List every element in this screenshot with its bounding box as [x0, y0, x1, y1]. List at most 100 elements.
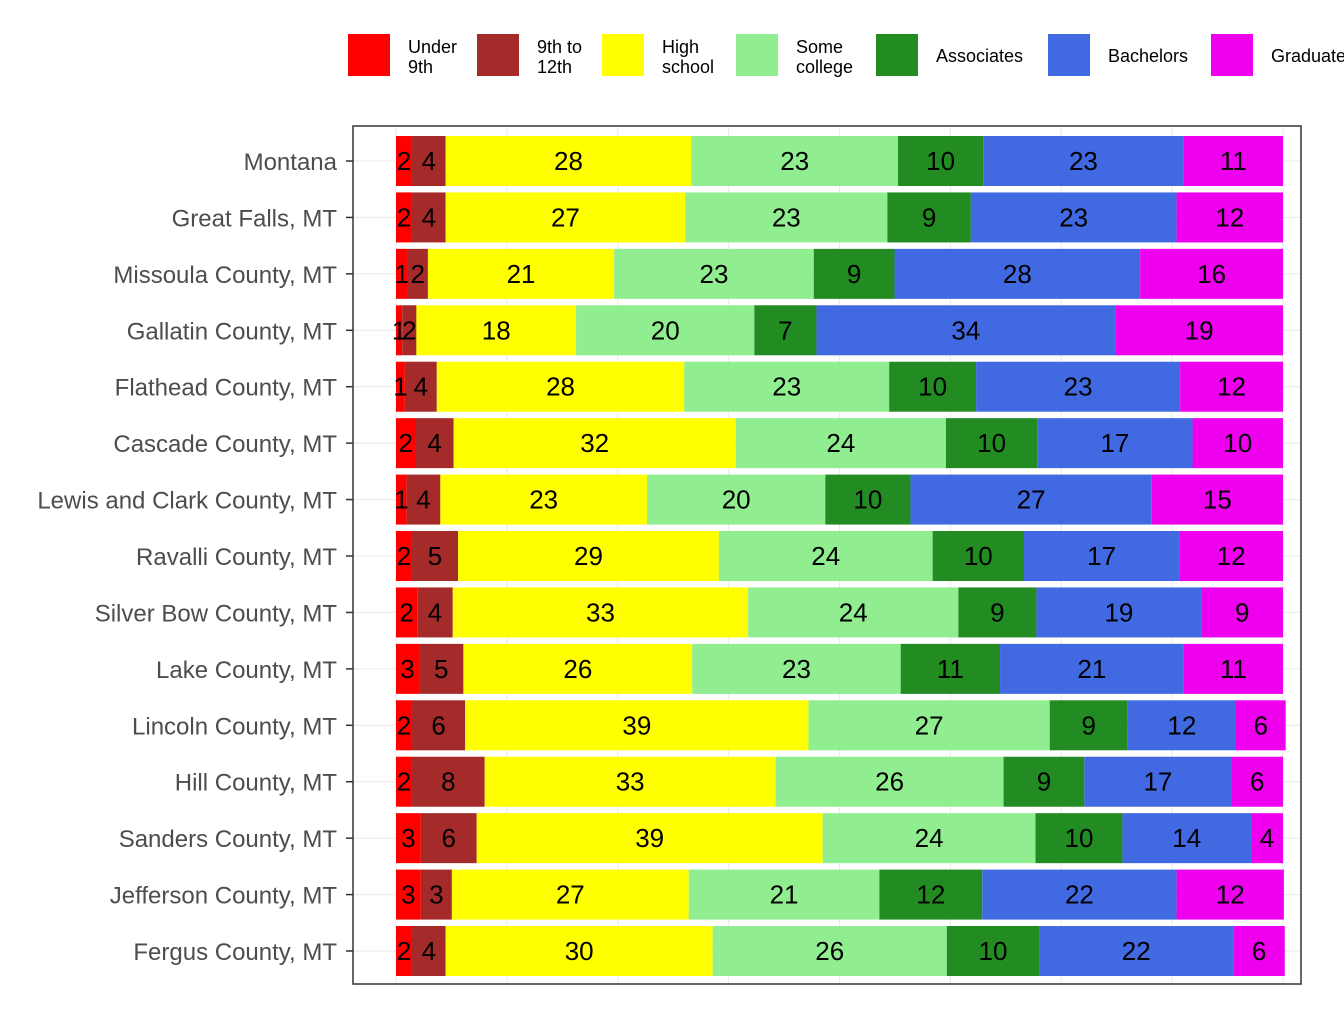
legend-label: Some — [796, 37, 843, 57]
bar-great-falls-mt-bachelors — [970, 192, 1177, 243]
bar-value-label: 2 — [410, 259, 424, 289]
bar-hill-county-mt-9th-to-12th — [411, 756, 485, 807]
bar-cascade-county-mt-bachelors — [1037, 418, 1193, 469]
plot-panel-border — [352, 125, 1302, 985]
bar-value-label: 10 — [1065, 823, 1094, 853]
legend-label: 12th — [537, 57, 572, 77]
legend-label: 9th to — [537, 37, 582, 57]
legend-item-bachelors: Bachelors — [1048, 34, 1188, 76]
bar-silver-bow-county-mt-associates — [958, 587, 1037, 638]
bar-jefferson-county-mt-under-9th — [396, 869, 421, 920]
bar-value-label: 1 — [392, 315, 406, 345]
bar-value-label: 4 — [1260, 823, 1274, 853]
bar-lincoln-county-mt-associates — [1049, 700, 1128, 751]
bar-value-label: 26 — [563, 654, 592, 684]
bar-value-label: 6 — [1252, 936, 1266, 966]
bar-value-label: 32 — [580, 428, 609, 458]
bar-value-label: 2 — [399, 428, 413, 458]
bar-flathead-county-mt-high-school — [436, 361, 685, 412]
bar-value-label: 28 — [546, 372, 575, 402]
bar-value-label: 7 — [778, 315, 792, 345]
bar-value-label: 16 — [1197, 259, 1226, 289]
bar-value-label: 23 — [1059, 202, 1088, 232]
legend-item-graduate: Graduate — [1211, 34, 1344, 76]
bar-value-label: 4 — [422, 146, 436, 176]
bar-value-label: 1 — [395, 259, 409, 289]
bar-ravalli-county-mt-graduate — [1179, 531, 1283, 582]
bar-gallatin-county-mt-graduate — [1115, 305, 1283, 356]
bar-value-label: 3 — [401, 880, 415, 910]
y-tick-label: Lake County, MT — [156, 657, 337, 684]
bar-lewis-and-clark-county-mt-high-school — [440, 474, 648, 525]
bar-value-label: 4 — [422, 202, 436, 232]
bar-gallatin-county-mt-under-9th — [396, 305, 403, 356]
bar-ravalli-county-mt-some-college — [718, 531, 933, 582]
legend-key-high-school — [602, 34, 644, 76]
bar-value-label: 29 — [574, 541, 603, 571]
bar-cascade-county-mt-under-9th — [396, 418, 416, 469]
bar-value-label: 11 — [937, 654, 964, 684]
bar-value-label: 8 — [441, 767, 455, 797]
bar-lewis-and-clark-county-mt-some-college — [647, 474, 826, 525]
bar-value-label: 39 — [635, 823, 664, 853]
bar-value-label: 21 — [1077, 654, 1106, 684]
bar-sanders-county-mt-graduate — [1251, 813, 1283, 864]
bar-value-label: 22 — [1122, 936, 1151, 966]
bar-value-label: 6 — [1250, 767, 1264, 797]
bar-lincoln-county-mt-some-college — [808, 700, 1050, 751]
bar-value-label: 27 — [551, 202, 580, 232]
bar-value-label: 3 — [400, 654, 414, 684]
bar-silver-bow-county-mt-high-school — [452, 587, 749, 638]
bar-lewis-and-clark-county-mt-graduate — [1151, 474, 1283, 525]
bar-jefferson-county-mt-graduate — [1176, 869, 1284, 920]
bar-ravalli-county-mt-9th-to-12th — [411, 531, 459, 582]
bar-ravalli-county-mt-under-9th — [396, 531, 412, 582]
bar-value-label: 24 — [826, 428, 855, 458]
bar-value-label: 23 — [780, 146, 809, 176]
y-tick-label: Gallatin County, MT — [127, 318, 338, 345]
bar-sanders-county-mt-9th-to-12th — [420, 813, 477, 864]
bar-value-label: 6 — [431, 710, 445, 740]
bar-lewis-and-clark-county-mt-associates — [825, 474, 911, 525]
bar-value-label: 2 — [399, 597, 413, 627]
bar-value-label: 9 — [922, 202, 936, 232]
bar-flathead-county-mt-under-9th — [396, 361, 405, 412]
bar-montana-graduate — [1183, 136, 1283, 186]
bar-montana-high-school — [445, 136, 692, 186]
y-tick-label: Missoula County, MT — [113, 262, 337, 289]
legend-item-associates: Associates — [876, 34, 1023, 76]
bar-jefferson-county-mt-associates — [879, 869, 983, 920]
bar-gallatin-county-mt-high-school — [416, 305, 577, 356]
bar-great-falls-mt-high-school — [445, 192, 686, 243]
bar-fergus-county-mt-bachelors — [1039, 926, 1234, 977]
y-axis: Montana Great Falls, MT Missoula County, M… — [37, 125, 1302, 985]
bar-cascade-county-mt-graduate — [1192, 418, 1283, 469]
bar-lewis-and-clark-county-mt-under-9th — [396, 474, 407, 525]
bar-hill-county-mt-bachelors — [1084, 756, 1232, 807]
bar-lincoln-county-mt-graduate — [1235, 700, 1286, 751]
bar-value-label: 2 — [397, 710, 411, 740]
bar-value-label: 26 — [815, 936, 844, 966]
bar-value-label: 10 — [853, 485, 882, 515]
bar-lake-county-mt-high-school — [463, 643, 693, 694]
bar-value-label: 15 — [1203, 485, 1232, 515]
bar-value-label: 2 — [397, 202, 411, 232]
bar-value-label: 6 — [442, 823, 456, 853]
bar-jefferson-county-mt-bachelors — [982, 869, 1177, 920]
bar-value-label: 23 — [1069, 146, 1098, 176]
bar-ravalli-county-mt-associates — [932, 531, 1024, 582]
legend-label: Under — [408, 37, 457, 57]
bar-value-label: 27 — [556, 880, 585, 910]
bar-fergus-county-mt-under-9th — [396, 926, 412, 977]
bar-great-falls-mt-9th-to-12th — [411, 192, 446, 243]
bar-lake-county-mt-some-college — [692, 643, 901, 694]
bar-cascade-county-mt-associates — [945, 418, 1038, 469]
legend-label: school — [662, 57, 714, 77]
bar-hill-county-mt-graduate — [1231, 756, 1283, 807]
bar-sanders-county-mt-bachelors — [1122, 813, 1252, 864]
bar-fergus-county-mt-associates — [946, 926, 1040, 977]
bar-jefferson-county-mt-some-college — [688, 869, 880, 920]
y-tick-label: Montana — [244, 149, 338, 176]
bar-value-label: 27 — [915, 710, 944, 740]
